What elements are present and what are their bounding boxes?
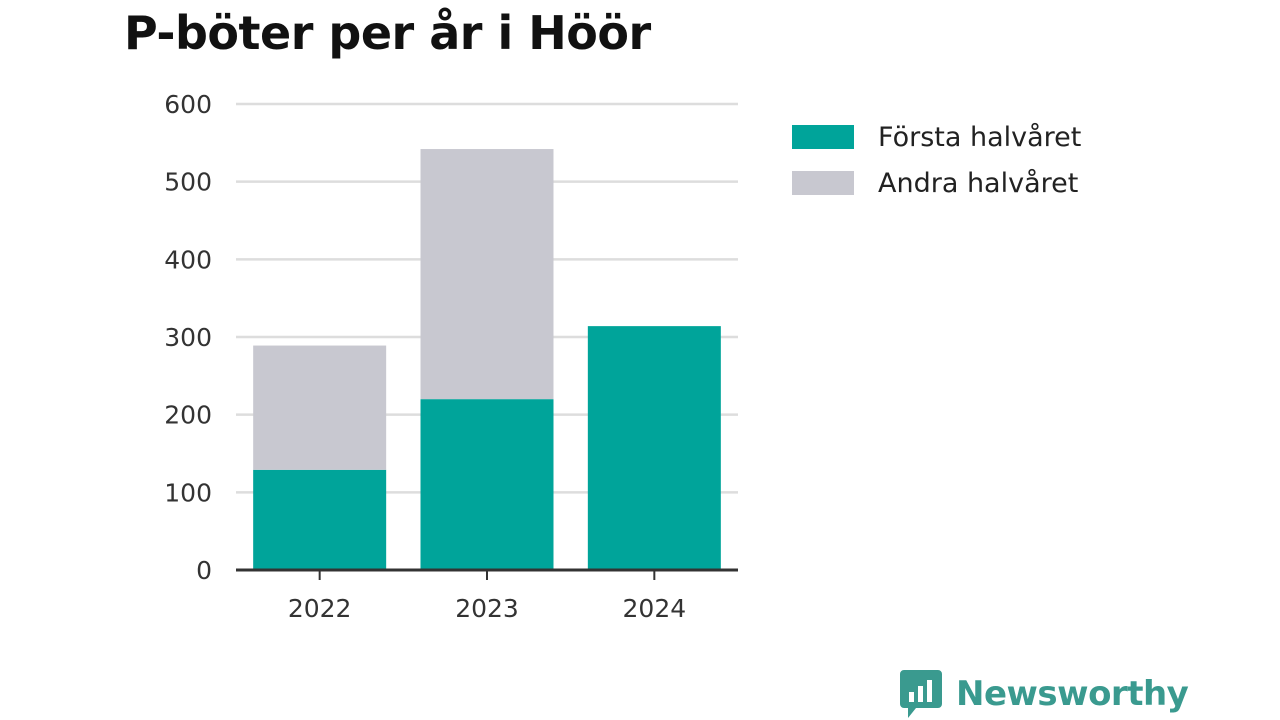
x-tick-label-2024: 2024	[623, 594, 687, 623]
y-tick-label-200: 200	[164, 401, 212, 430]
legend-item-second-half: Andra halvåret	[792, 160, 1081, 206]
legend-item-first-half: Första halvåret	[792, 114, 1081, 160]
y-tick-label-500: 500	[164, 168, 212, 197]
newsworthy-logo: Newsworthy	[900, 670, 1189, 718]
legend-swatch-first-half	[792, 125, 854, 149]
legend-swatch-second-half	[792, 171, 854, 195]
x-tick-label-2022: 2022	[288, 594, 352, 623]
bar-2023-series-0	[420, 399, 554, 570]
legend-label-second-half: Andra halvåret	[878, 167, 1079, 199]
y-tick-label-0: 0	[196, 556, 212, 585]
y-tick-label-400: 400	[164, 245, 212, 274]
legend-label-first-half: Första halvåret	[878, 121, 1082, 153]
axis-layer: 0 100 200 300 400 500 600 2022 2023 2024	[164, 90, 738, 623]
bar-2022-series-1	[253, 345, 387, 470]
x-tick-label-2023: 2023	[455, 594, 519, 623]
y-tick-label-100: 100	[164, 478, 212, 507]
logo-text: Newsworthy	[956, 674, 1189, 714]
chart-title: P-böter per år i Höör	[124, 6, 651, 60]
bar-2023-series-1	[420, 149, 554, 400]
legend: Första halvåret Andra halvåret	[792, 114, 1081, 206]
y-tick-label-300: 300	[164, 323, 212, 352]
bars-layer	[253, 149, 721, 570]
bar-chart-speech-bubble-icon	[900, 670, 942, 718]
bar-2022-series-0	[253, 469, 387, 570]
bar-2024-series-0	[587, 326, 721, 570]
y-tick-label-600: 600	[164, 90, 212, 119]
